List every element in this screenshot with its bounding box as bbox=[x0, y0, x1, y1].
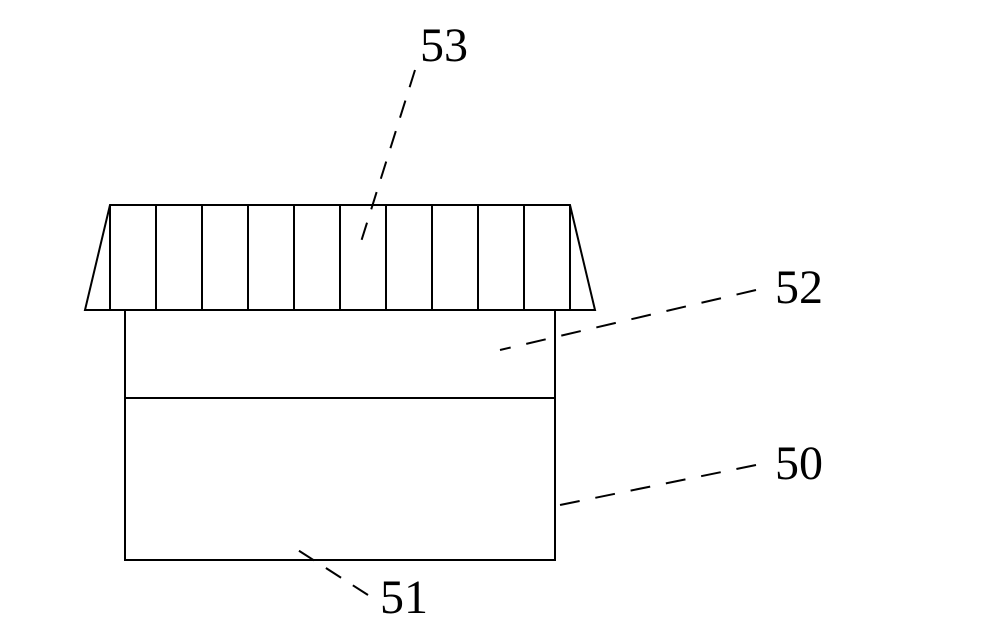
leader-52 bbox=[500, 290, 756, 350]
leader-51 bbox=[290, 545, 368, 595]
label-52: 52 bbox=[775, 260, 823, 315]
technical-diagram: 53 52 50 51 bbox=[0, 0, 1000, 638]
label-51: 51 bbox=[380, 570, 428, 625]
diagram-svg bbox=[0, 0, 1000, 638]
leader-50 bbox=[560, 465, 756, 505]
leader-53 bbox=[360, 70, 415, 245]
label-53: 53 bbox=[420, 18, 468, 73]
label-50: 50 bbox=[775, 436, 823, 491]
main-body-rect bbox=[125, 310, 555, 560]
